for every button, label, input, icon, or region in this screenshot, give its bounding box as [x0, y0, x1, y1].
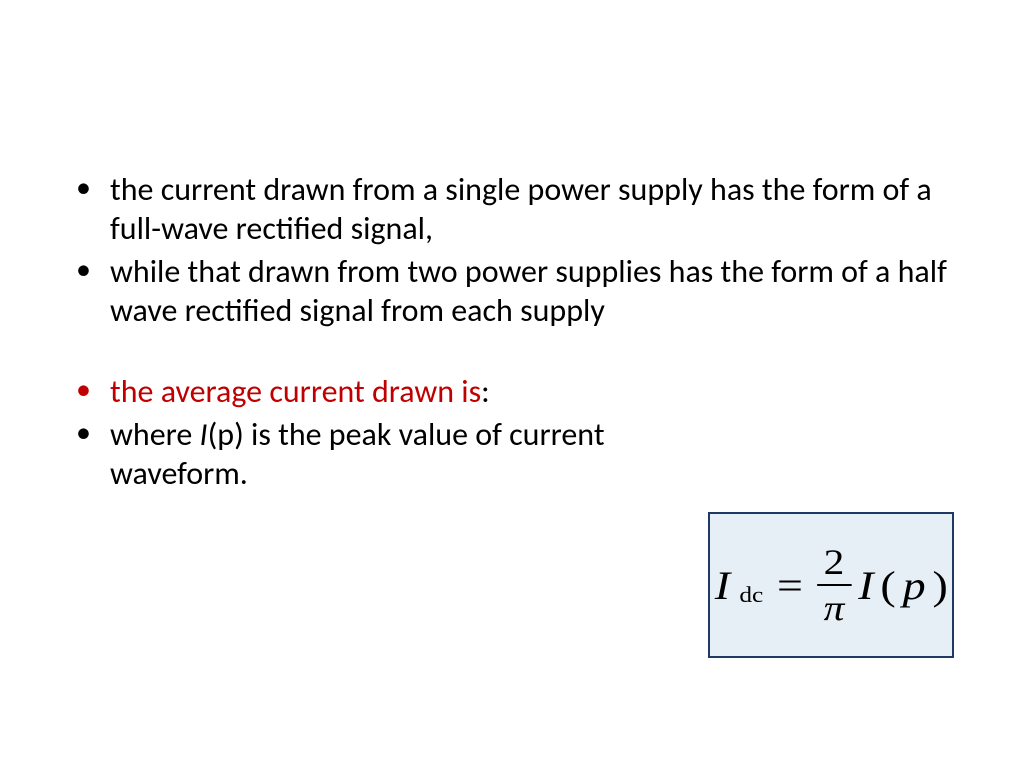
formula: Idc = 2 π I(p)	[714, 544, 947, 626]
bullet-item-2: while that drawn from two power supplies…	[70, 252, 954, 330]
formula-subscript-dc: dc	[739, 582, 763, 608]
bullet-text-pre: where	[110, 415, 200, 454]
bullet-text-colon: :	[481, 372, 490, 411]
formula-paren-open: (	[880, 562, 895, 609]
bullet-text-var: I	[200, 415, 208, 454]
formula-equals: =	[777, 562, 803, 609]
slide: the current drawn from a single power su…	[0, 0, 1024, 768]
formula-box: Idc = 2 π I(p)	[708, 512, 954, 658]
bullet-text: while that drawn from two power supplies…	[110, 252, 947, 330]
bullet-text-highlight: the average current drawn is	[110, 372, 481, 411]
formula-arg: p	[902, 562, 925, 609]
bullet-item-1: the current drawn from a single power su…	[70, 170, 954, 248]
bullet-item-4: where I(p) is the peak value of current …	[70, 415, 954, 493]
bullet-text-wrap: where I(p) is the peak value of current …	[110, 415, 690, 493]
bullet-text: the current drawn from a single power su…	[110, 170, 932, 248]
formula-paren-close: )	[932, 562, 947, 609]
spacer	[70, 334, 954, 372]
formula-numerator: 2	[816, 544, 851, 586]
bullet-item-3: the average current drawn is:	[70, 372, 954, 411]
formula-I: I	[714, 562, 729, 609]
formula-I2: I	[858, 562, 873, 609]
bullet-list: the current drawn from a single power su…	[70, 170, 954, 493]
formula-fraction: 2 π	[816, 544, 851, 626]
formula-denominator: π	[816, 586, 851, 626]
